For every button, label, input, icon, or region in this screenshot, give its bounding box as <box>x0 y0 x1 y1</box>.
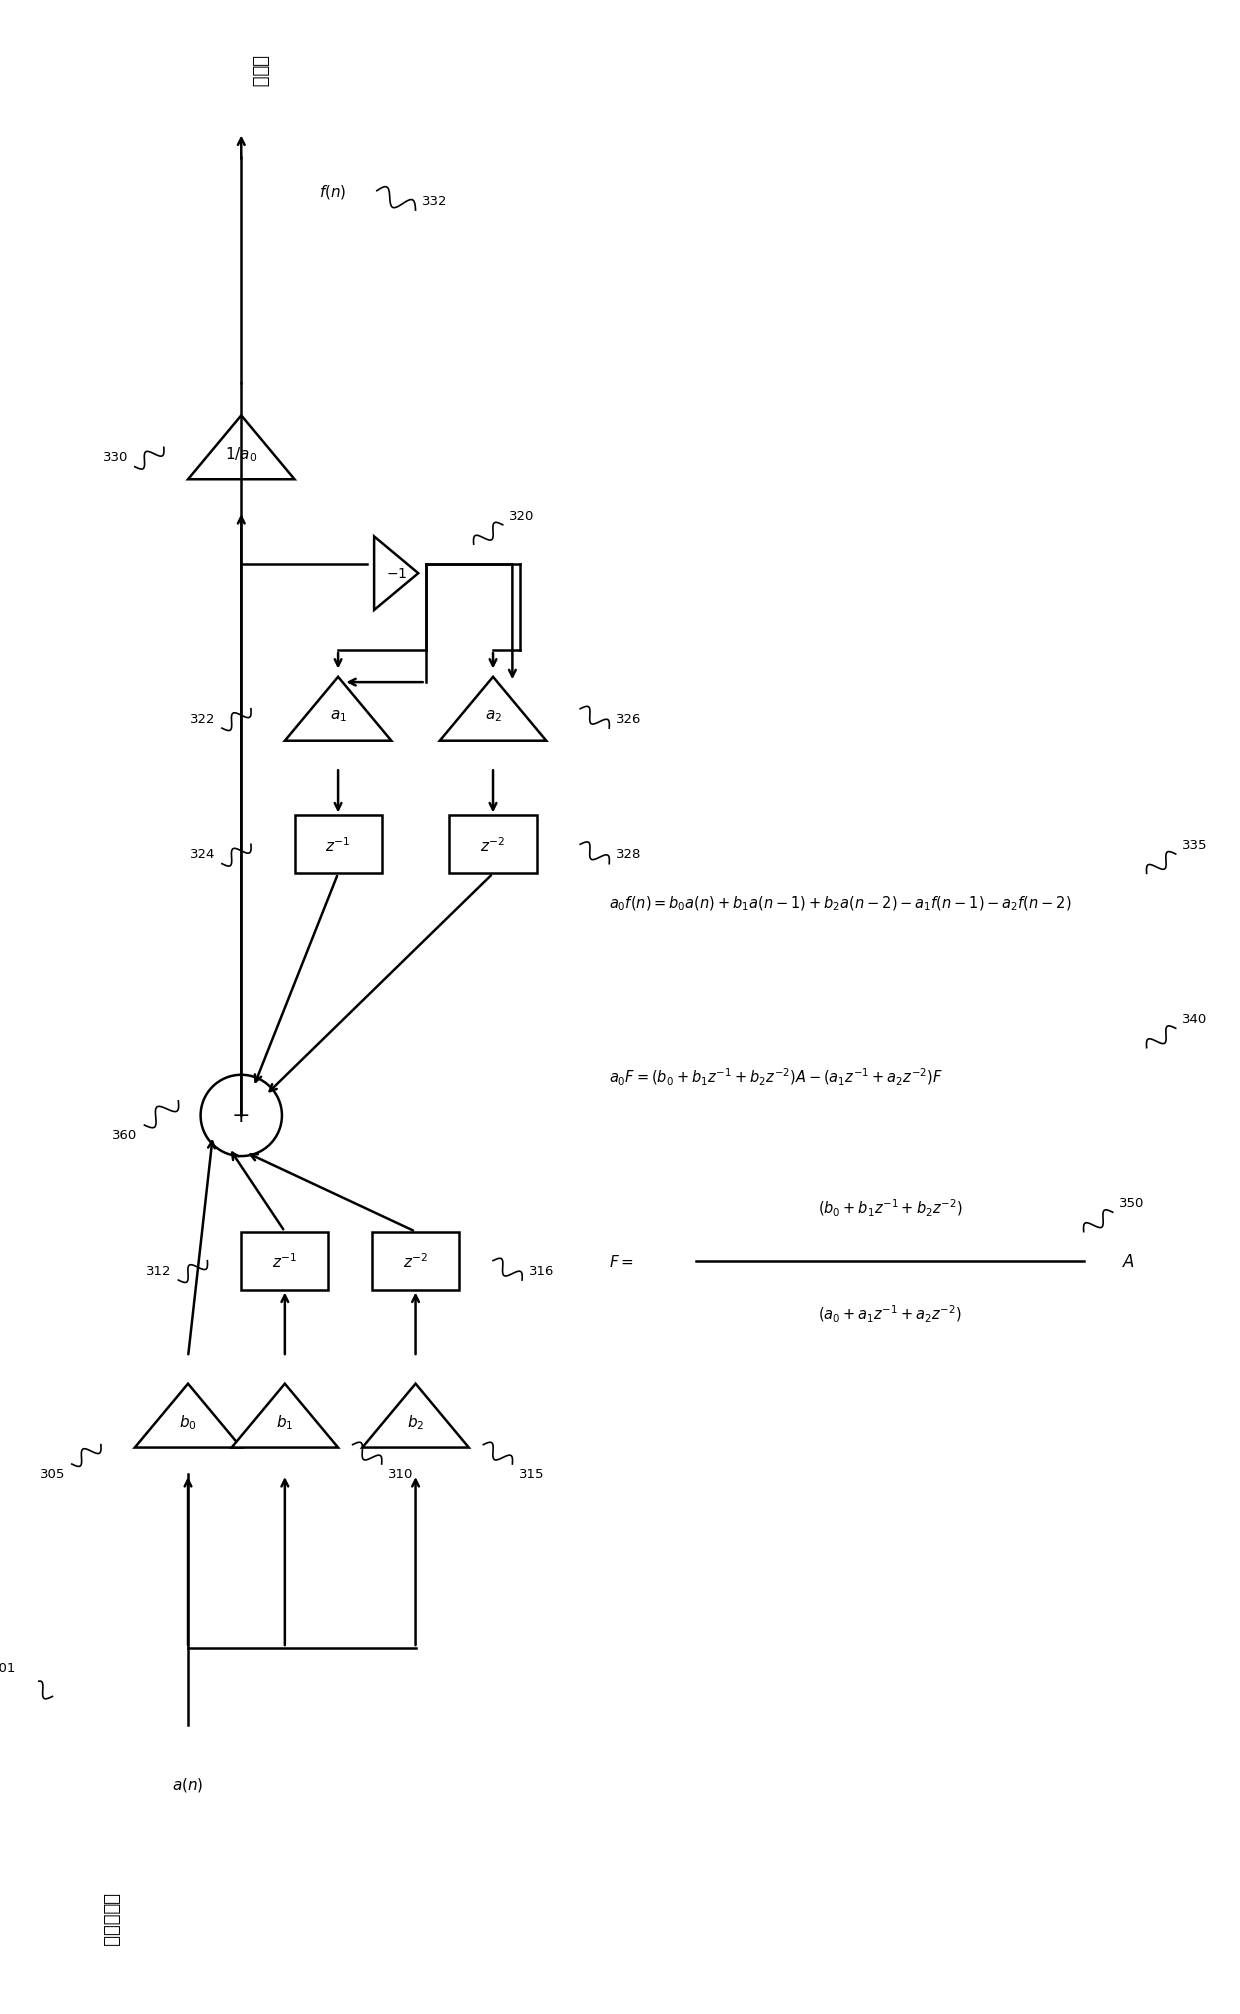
Text: $b_1$: $b_1$ <box>277 1414 294 1432</box>
Polygon shape <box>374 538 418 610</box>
Bar <box>242 1233 329 1291</box>
Text: $b_2$: $b_2$ <box>407 1414 424 1432</box>
Text: $a_1$: $a_1$ <box>330 709 347 723</box>
Polygon shape <box>188 417 295 479</box>
Text: $z^{-1}$: $z^{-1}$ <box>325 836 351 854</box>
Text: $b_0$: $b_0$ <box>179 1414 197 1432</box>
Text: $F =$: $F =$ <box>609 1253 634 1269</box>
Polygon shape <box>232 1384 339 1448</box>
Text: 320: 320 <box>510 510 534 522</box>
Text: $z^{-1}$: $z^{-1}$ <box>272 1253 298 1271</box>
Text: 332: 332 <box>422 195 448 207</box>
Text: 301: 301 <box>0 1662 16 1674</box>
Polygon shape <box>285 677 392 741</box>
Text: 322: 322 <box>190 713 216 725</box>
Text: 310: 310 <box>388 1468 414 1480</box>
Text: 350: 350 <box>1120 1196 1145 1210</box>
Polygon shape <box>135 1384 242 1448</box>
Bar <box>372 1233 459 1291</box>
Text: 340: 340 <box>1183 1013 1208 1025</box>
Text: 335: 335 <box>1182 838 1208 852</box>
Text: 324: 324 <box>190 848 216 862</box>
Text: $a_0 F = (b_0 + b_1 z^{-1} + b_2 z^{-2}) A - (a_1 z^{-1} + a_2 z^{-2}) F$: $a_0 F = (b_0 + b_1 z^{-1} + b_2 z^{-2})… <box>609 1067 944 1088</box>
Text: 305: 305 <box>40 1468 66 1480</box>
Bar <box>295 816 382 874</box>
Text: 输入加速度: 输入加速度 <box>102 1893 119 1946</box>
Text: $z^{-2}$: $z^{-2}$ <box>403 1253 428 1271</box>
Text: $f(n)$: $f(n)$ <box>319 183 346 201</box>
Text: $z^{-2}$: $z^{-2}$ <box>480 836 506 854</box>
Text: $(a_0 + a_1 z^{-1} + a_2 z^{-2})$: $(a_0 + a_1 z^{-1} + a_2 z^{-2})$ <box>818 1303 962 1325</box>
Text: $a(n)$: $a(n)$ <box>172 1774 203 1792</box>
Text: 360: 360 <box>113 1128 138 1142</box>
Text: 312: 312 <box>146 1265 171 1277</box>
Text: 316: 316 <box>528 1265 554 1277</box>
Text: $A$: $A$ <box>1122 1253 1136 1271</box>
Text: +: + <box>232 1106 250 1126</box>
Polygon shape <box>440 677 547 741</box>
Circle shape <box>201 1075 281 1156</box>
Text: $a_0 f(n) = b_0 a(n) + b_1 a(n-1) + b_2 a(n-2) - a_1 f(n-1) - a_2 f(n-2)$: $a_0 f(n) = b_0 a(n) + b_1 a(n-1) + b_2 … <box>609 894 1071 912</box>
Text: 326: 326 <box>616 713 641 725</box>
Text: $-1$: $-1$ <box>386 566 407 580</box>
Text: $1/a_0$: $1/a_0$ <box>226 445 258 463</box>
Text: $(b_0 + b_1 z^{-1} + b_2 z^{-2})$: $(b_0 + b_1 z^{-1} + b_2 z^{-2})$ <box>817 1196 962 1218</box>
Polygon shape <box>362 1384 469 1448</box>
Text: 315: 315 <box>520 1468 544 1480</box>
Text: 328: 328 <box>616 848 641 862</box>
Bar <box>449 816 537 874</box>
Text: 330: 330 <box>103 451 128 465</box>
Text: $a_2$: $a_2$ <box>485 709 501 723</box>
Text: 输出力: 输出力 <box>249 54 268 87</box>
